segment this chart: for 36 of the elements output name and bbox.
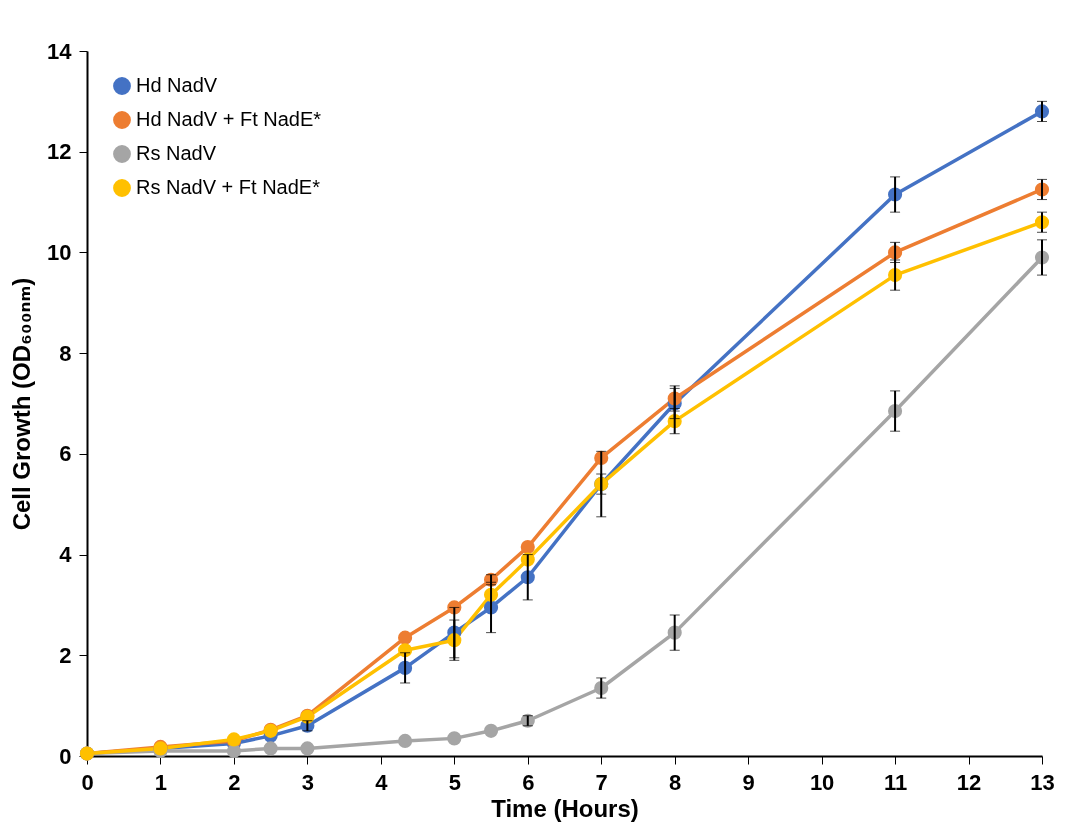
x-tick-label: 7	[595, 769, 608, 795]
x-tick-label: 0	[81, 769, 94, 795]
point	[520, 539, 535, 555]
x-tick-label: 8	[669, 769, 682, 795]
point	[483, 723, 499, 738]
legend-label: Hd NadV	[136, 74, 218, 96]
x-tick-label: 3	[301, 769, 315, 795]
point	[447, 731, 462, 746]
point	[398, 733, 413, 748]
y-tick-label: 10	[47, 239, 72, 265]
y-tick-label: 8	[59, 340, 72, 366]
x-tick-label: 6	[522, 769, 535, 795]
y-tick-label: 12	[47, 139, 72, 165]
point	[226, 743, 241, 759]
legend-label: Hd NadV + Ft NadE*	[136, 108, 322, 130]
y-axis-title: Cell Growth (OD₆₀₀ₙₘ)	[8, 277, 36, 531]
y-tick-label: 2	[59, 642, 72, 668]
point	[398, 630, 413, 645]
x-tick-label: 5	[448, 769, 461, 795]
y-tick-label: 6	[59, 441, 72, 467]
point	[300, 741, 315, 756]
y-tick-label: 4	[59, 542, 73, 568]
x-tick-label: 11	[883, 769, 908, 795]
x-tick-label: 2	[228, 769, 241, 795]
x-tick-label: 10	[809, 769, 835, 795]
y-tick-label: 0	[59, 743, 72, 769]
y-tick-label: 14	[47, 38, 73, 64]
point	[263, 741, 278, 756]
x-tick-label: 12	[956, 769, 982, 795]
x-tick-label: 1	[154, 769, 168, 795]
x-tick-label: 9	[742, 769, 755, 795]
legend-label: Rs NadV	[136, 142, 217, 164]
x-tick-label: 4	[375, 769, 389, 795]
legend-label: Rs NadV + Ft NadE*	[136, 176, 321, 198]
x-tick-label: 13	[1030, 769, 1055, 795]
x-axis-title: Time (Hours)	[491, 794, 639, 822]
